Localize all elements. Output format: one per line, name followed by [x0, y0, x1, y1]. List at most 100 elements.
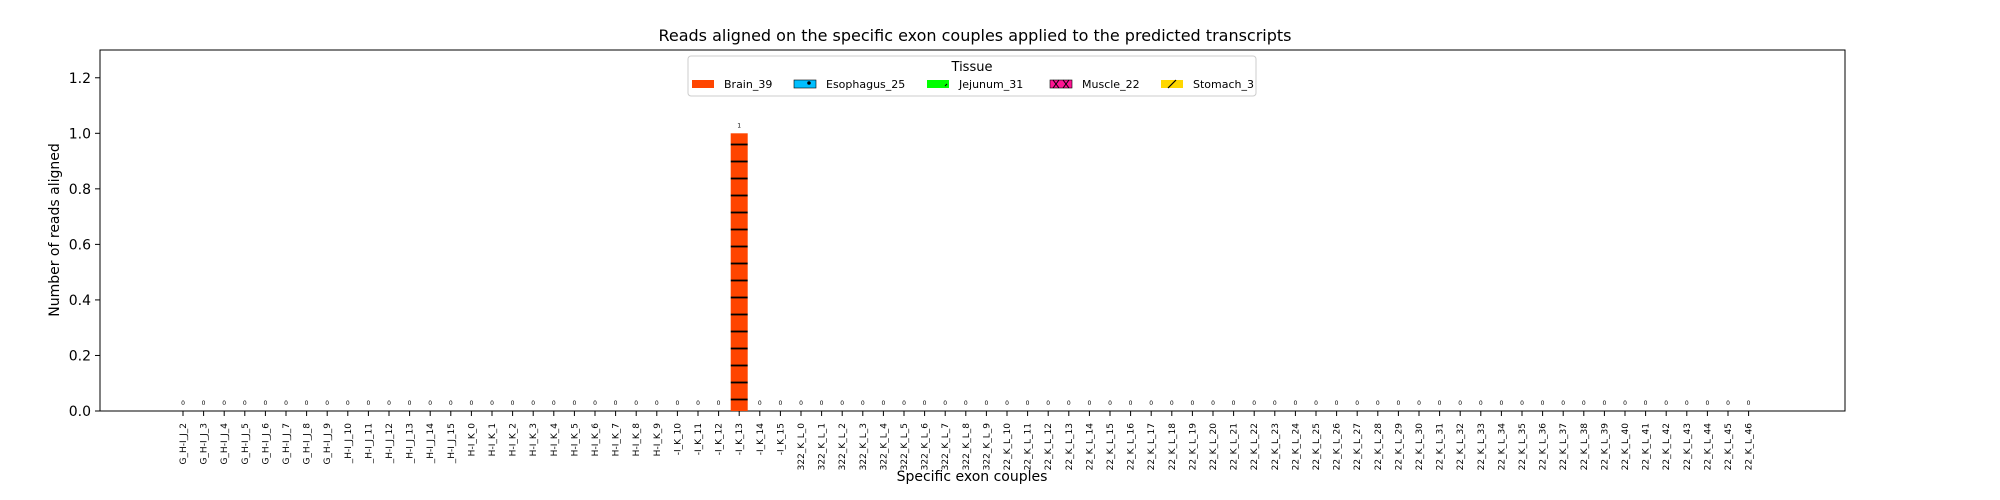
x-tick-label: 22_K_L_27 [1353, 423, 1363, 470]
x-tick-label: 22_K_L_13 [1065, 423, 1075, 470]
x-axis-title: Specific exon couples [897, 469, 1048, 485]
data-label: 0 [511, 400, 515, 407]
x-tick-label: 22_K_L_31 [1436, 423, 1446, 470]
data-label: 0 [1644, 400, 1648, 407]
x-tick-label: 22_K_L_28 [1374, 423, 1384, 471]
x-tick-label: 322_K_L_7 [941, 423, 951, 470]
data-label: 0 [1520, 400, 1524, 407]
data-label: 0 [1623, 400, 1627, 407]
x-tick-label: 22_K_L_18 [1168, 423, 1178, 471]
data-label: 0 [696, 400, 700, 407]
y-tick-label: 0.4 [69, 293, 91, 309]
data-label: 0 [1273, 400, 1277, 407]
legend-swatch [692, 80, 714, 88]
x-tick-label: 22_K_L_37 [1559, 423, 1569, 470]
legend-title: Tissue [951, 60, 993, 75]
x-tick-label: 22_K_L_24 [1291, 423, 1301, 471]
data-label: 0 [675, 400, 679, 407]
legend-item: Brain_39 [692, 78, 772, 91]
y-tick-label: 0.6 [69, 237, 91, 253]
legend-hatch [1167, 79, 1177, 89]
data-label: 0 [1438, 400, 1442, 407]
x-tick-label: G_H-I_J_2 [179, 423, 189, 465]
data-label: 0 [222, 400, 226, 407]
data-label: 0 [1458, 400, 1462, 407]
x-axis: G_H-I_J_2 G_H-I_J_3 G_H-I_J_4 G_H-I_J_5 G_H-… [179, 411, 1755, 470]
data-label: 0 [1417, 400, 1421, 407]
x-tick-label: -I_K_13 [735, 423, 745, 455]
x-tick-label: H-I_K_6 [591, 423, 601, 457]
legend-hatch [807, 81, 811, 85]
data-label: 0 [1108, 400, 1112, 407]
data-label: 0 [1046, 400, 1050, 407]
data-label: 0 [1396, 400, 1400, 407]
x-tick-label: 322_K_L_3 [859, 423, 869, 470]
x-tick-label: 22_K_L_19 [1188, 423, 1198, 471]
data-label: 0 [799, 400, 803, 407]
data-label: 0 [1499, 400, 1503, 407]
legend-swatch [927, 80, 949, 88]
x-tick-label: 22_K_L_42 [1662, 423, 1672, 470]
data-label: 0 [1026, 400, 1030, 407]
data-label: 0 [1087, 400, 1091, 407]
x-tick-label: 22_K_L_22 [1250, 423, 1260, 470]
data-label: 0 [263, 400, 267, 407]
data-label: 0 [325, 400, 329, 407]
x-tick-label: H-I_K_8 [632, 423, 642, 457]
x-tick-label: 22_K_L_26 [1333, 423, 1343, 471]
data-label: 0 [1664, 400, 1668, 407]
legend-item: Esophagus_25 [793, 78, 905, 91]
data-label: 0 [861, 400, 865, 407]
x-tick-label: 322_K_L_0 [797, 423, 807, 471]
plot-frame [99, 49, 1846, 412]
plot-area [99, 49, 1846, 412]
x-tick-label: H-I_K_9 [653, 423, 663, 457]
x-tick-label: G_H-I_J_7 [282, 423, 292, 465]
x-tick-label: 22_K_L_39 [1600, 423, 1610, 471]
x-tick-label: 22_K_L_46 [1745, 423, 1755, 471]
data-label: 0 [881, 400, 885, 407]
data-label: 0 [387, 400, 391, 407]
legend-label: Brain_39 [724, 78, 772, 91]
x-tick-label: 22_K_L_36 [1539, 423, 1549, 471]
chart-title: Reads aligned on the specific exon coupl… [658, 26, 1291, 45]
x-tick-label: 22_K_L_20 [1209, 423, 1219, 471]
x-tick-label: 22_K_L_16 [1127, 423, 1137, 471]
x-tick-label: 22_K_L_32 [1456, 423, 1466, 470]
data-label: 0 [943, 400, 947, 407]
y-tick-label: 0.0 [69, 404, 91, 420]
x-tick-label: _H-I_J_10 [344, 423, 354, 465]
x-tick-label: G_H-I_J_4 [220, 423, 230, 465]
data-label: 0 [1561, 400, 1565, 407]
x-tick-label: 22_K_L_10 [1003, 423, 1013, 471]
x-tick-label: 22_K_L_34 [1497, 423, 1507, 471]
legend-items: Brain_39 Esophagus_25 Jejunum_31 Muscle_22 S… [692, 78, 1254, 91]
data-label: 0 [1252, 400, 1256, 407]
data-label: 0 [1067, 400, 1071, 407]
data-label: 0 [305, 400, 309, 407]
legend-label: Muscle_22 [1082, 78, 1140, 91]
data-label: 0 [984, 400, 988, 407]
x-tick-label: G_H-I_J_9 [323, 423, 333, 465]
data-label: 0 [366, 400, 370, 407]
x-tick-label: _H-I_J_13 [406, 423, 416, 464]
data-label: 0 [181, 400, 185, 407]
x-tick-label: 322_K_L_8 [962, 423, 972, 471]
legend-hatch [1052, 79, 1070, 89]
x-tick-label: H-I_K_0 [467, 423, 477, 457]
data-label: 0 [1149, 400, 1153, 407]
data-label: 0 [202, 400, 206, 407]
data-label: 0 [1232, 400, 1236, 407]
x-tick-label: 22_K_L_38 [1580, 423, 1590, 471]
x-tick-label: -I_K_10 [673, 423, 683, 456]
data-labels: 0 0 0 0 0 0 0 0 0 0 0 0 0 0 0 0 0 0 0 0 0 0 0 0 0 0 0 1 0 0 0 0 0 0 0 0 0 0 0 0… [181, 122, 1751, 407]
y-tick-label: 1.0 [69, 126, 91, 142]
legend-label: Esophagus_25 [826, 78, 905, 91]
y-axis: 0.0 0.2 0.4 0.6 0.8 1.0 1.2 [69, 71, 100, 420]
x-tick-label: 322_K_L_6 [921, 423, 931, 471]
data-label: 0 [1685, 400, 1689, 407]
bar [730, 133, 748, 412]
x-tick-label: 22_K_L_17 [1147, 423, 1157, 470]
data-label: 0 [1705, 400, 1709, 407]
bar-series-brain-39 [730, 133, 748, 412]
